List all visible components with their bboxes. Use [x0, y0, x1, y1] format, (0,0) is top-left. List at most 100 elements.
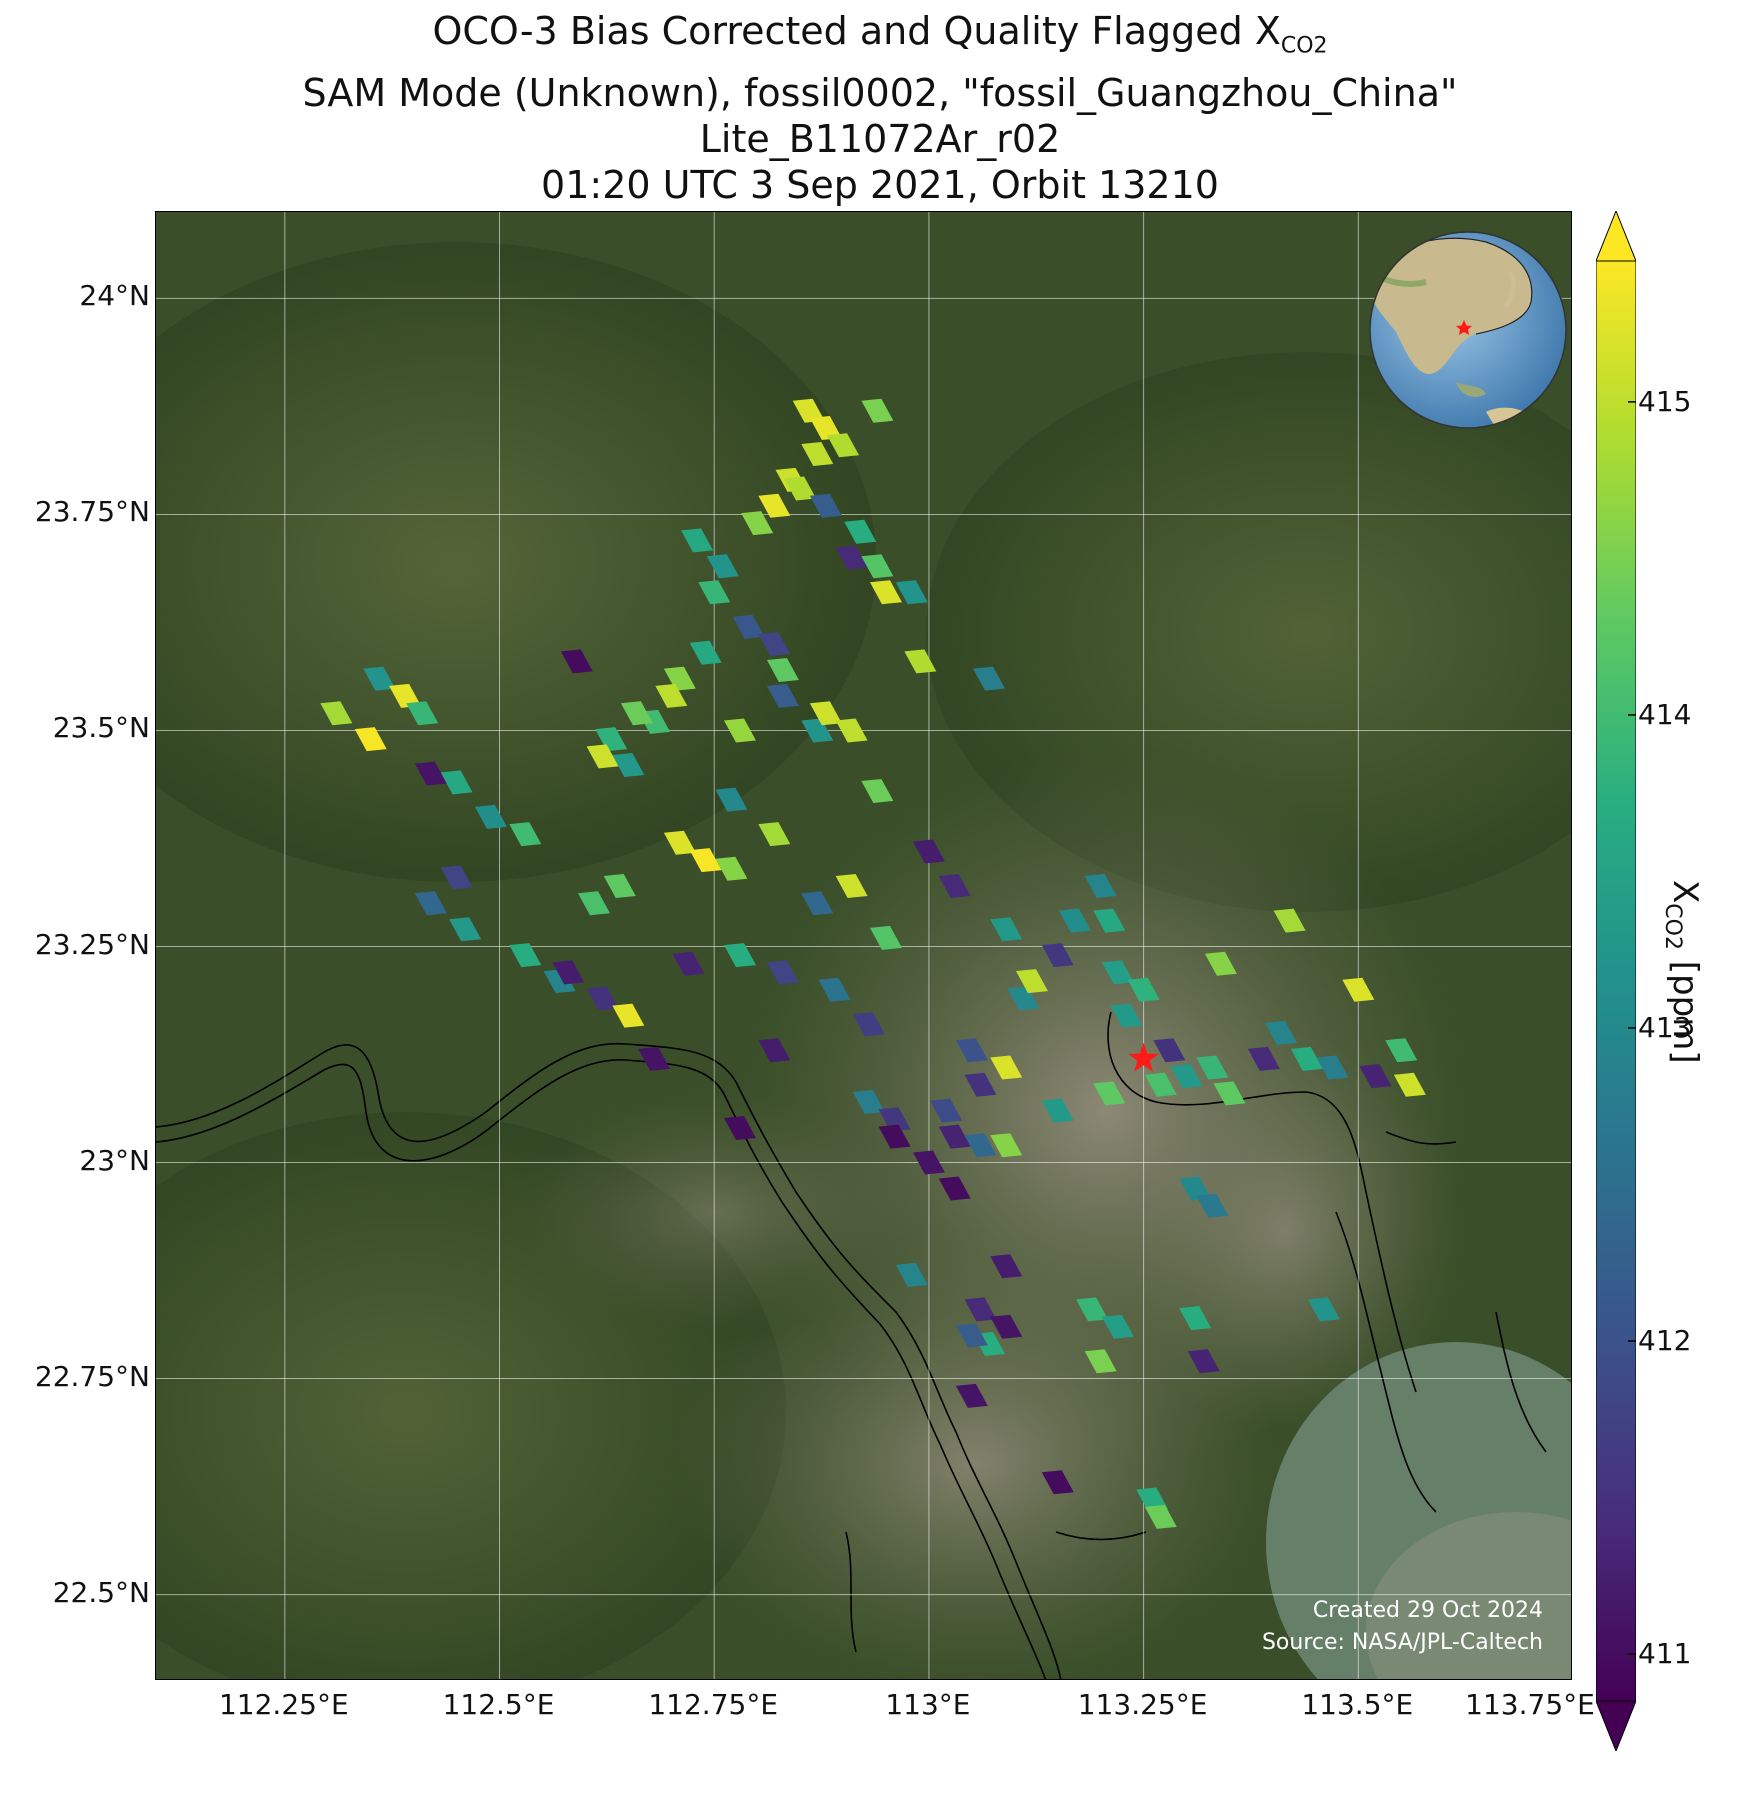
sounding-footprint	[964, 1133, 997, 1158]
sounding-footprint	[1196, 1055, 1229, 1080]
sounding-footprint	[663, 830, 696, 855]
sounding-footprint	[1196, 1193, 1229, 1218]
sounding-footprint	[835, 545, 868, 570]
title-line-1: OCO-3 Bias Corrected and Quality Flagged…	[432, 9, 1328, 59]
sounding-footprint	[1342, 977, 1375, 1002]
lat-tick-label: 23.5°N	[52, 711, 150, 745]
sounding-footprint	[827, 433, 860, 458]
sounding-footprint	[1265, 1020, 1298, 1045]
sounding-footprint	[1273, 908, 1306, 933]
sounding-footprint	[440, 770, 473, 795]
sounding-footprint	[1359, 1064, 1392, 1089]
sounding-footprint	[638, 1046, 671, 1071]
sounding-footprint	[1144, 1072, 1177, 1097]
sounding-footprint	[698, 580, 731, 605]
sounding-footprint	[1110, 1003, 1143, 1028]
xco2-soundings	[320, 398, 1426, 1529]
satellite-imagery	[156, 212, 1571, 1679]
sounding-footprint	[912, 839, 945, 864]
sounding-footprint	[595, 727, 628, 752]
sounding-footprint	[1101, 1314, 1134, 1339]
sounding-footprint	[930, 1098, 963, 1123]
sounding-footprint	[895, 580, 928, 605]
sounding-footprint	[990, 1254, 1023, 1279]
sounding-footprint	[389, 683, 422, 708]
lat-tick-label: 23.25°N	[34, 927, 150, 961]
sounding-footprint	[869, 925, 902, 950]
lat-tick-label: 23°N	[79, 1143, 150, 1177]
sounding-footprint	[706, 554, 739, 579]
sounding-footprint	[766, 960, 799, 985]
sounding-footprint	[990, 1055, 1023, 1080]
target-site	[1128, 1042, 1159, 1072]
sounding-footprint	[1204, 951, 1237, 976]
sounding-footprint	[1393, 1072, 1426, 1097]
sounding-footprint	[1307, 1297, 1340, 1322]
sounding-footprint	[715, 787, 748, 812]
sounding-footprint	[809, 701, 842, 726]
sounding-footprint	[912, 1150, 945, 1175]
figure-title: OCO-3 Bias Corrected and Quality Flagged…	[0, 0, 1760, 208]
colorbar-tick-label: 413	[1638, 1010, 1692, 1044]
sounding-footprint	[1170, 1064, 1203, 1089]
sounding-footprint	[543, 969, 576, 994]
sounding-footprint	[1290, 1046, 1323, 1071]
sounding-footprint	[758, 1038, 791, 1063]
sounding-footprint	[861, 778, 894, 803]
sounding-footprint	[938, 874, 971, 899]
sounding-footprint	[612, 1003, 645, 1028]
sounding-footprint	[766, 683, 799, 708]
lon-tick-label: 113.5°E	[1301, 1688, 1414, 1721]
sounding-footprint	[852, 1090, 885, 1115]
sounding-footprint	[586, 986, 619, 1011]
sounding-footprint	[938, 1124, 971, 1149]
sounding-footprint	[1084, 1349, 1117, 1374]
lon-tick-label: 112.5°E	[442, 1688, 555, 1721]
lat-tick-label: 22.75°N	[34, 1359, 150, 1393]
sounding-footprint	[723, 943, 756, 968]
sounding-footprint	[612, 753, 645, 778]
sounding-footprint	[1007, 986, 1040, 1011]
sounding-footprint	[1041, 943, 1074, 968]
sounding-footprint	[869, 580, 902, 605]
sounding-footprint	[655, 683, 688, 708]
lon-tick-label: 113.75°E	[1465, 1688, 1595, 1721]
colorbar-label: XCO2 [ppm]	[1660, 880, 1705, 1064]
sounding-footprint	[801, 718, 834, 743]
sounding-footprint	[964, 1297, 997, 1322]
globe-target-star-icon	[1456, 320, 1472, 335]
sounding-footprint	[715, 856, 748, 881]
sounding-footprint	[663, 666, 696, 691]
sounding-footprint	[955, 1383, 988, 1408]
sounding-footprint	[861, 554, 894, 579]
sounding-footprint	[904, 649, 937, 674]
sounding-footprint	[723, 718, 756, 743]
sounding-footprint	[1247, 1046, 1280, 1071]
sounding-footprint	[723, 1115, 756, 1140]
sounding-footprint	[758, 493, 791, 518]
sounding-footprint	[509, 822, 542, 847]
colorbar-tick-label: 411	[1638, 1637, 1692, 1671]
title-line-2: SAM Mode (Unknown), fossil0002, "fossil_…	[302, 70, 1458, 115]
sounding-footprint	[844, 519, 877, 544]
globe-locator	[1369, 231, 1567, 429]
sounding-footprint	[1385, 1038, 1418, 1063]
sounding-footprint	[792, 398, 825, 423]
sounding-footprint	[586, 744, 619, 769]
map-panel[interactable]: Created 29 Oct 2024 Source: NASA/JPL-Cal…	[155, 211, 1572, 1680]
sounding-footprint	[1213, 1081, 1246, 1106]
credit-source: Source: NASA/JPL-Caltech	[1261, 1630, 1543, 1655]
sounding-footprint	[801, 441, 834, 466]
sounding-footprint	[1093, 908, 1126, 933]
sounding-footprint	[320, 701, 353, 726]
sounding-footprint	[1144, 1504, 1177, 1529]
sounding-footprint	[1153, 1038, 1186, 1063]
sounding-footprint	[955, 1323, 988, 1348]
sounding-footprint	[818, 977, 851, 1002]
sounding-footprint	[1084, 874, 1117, 899]
sounding-footprint	[861, 398, 894, 423]
sounding-footprint	[973, 666, 1006, 691]
sounding-footprint	[1179, 1306, 1212, 1331]
sounding-footprint	[938, 1176, 971, 1201]
sounding-footprint	[440, 865, 473, 890]
